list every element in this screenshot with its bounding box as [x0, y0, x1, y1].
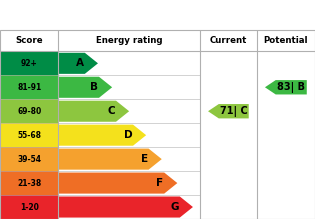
Bar: [0, 99, 58, 123]
Polygon shape: [58, 196, 193, 217]
Text: 55-68: 55-68: [17, 131, 41, 140]
Bar: [0, 51, 58, 75]
Text: 21-38: 21-38: [17, 178, 41, 188]
Polygon shape: [58, 77, 112, 98]
Text: G: G: [170, 202, 179, 212]
Text: 1-20: 1-20: [20, 203, 38, 212]
Text: Energy Efficiency Rating: Energy Efficiency Rating: [8, 8, 210, 23]
Bar: [0, 123, 58, 147]
Text: D: D: [123, 130, 132, 140]
Text: E: E: [140, 154, 148, 164]
Polygon shape: [58, 101, 129, 122]
Text: B: B: [90, 82, 98, 92]
Text: 92+: 92+: [21, 59, 37, 68]
Text: Current: Current: [210, 36, 247, 45]
Text: 83| B: 83| B: [277, 82, 305, 93]
Bar: [0, 171, 58, 195]
Text: C: C: [107, 106, 115, 116]
Bar: [0, 75, 58, 99]
Text: Potential: Potential: [264, 36, 308, 45]
Polygon shape: [58, 173, 177, 194]
Text: Energy rating: Energy rating: [96, 36, 163, 45]
Text: 39-54: 39-54: [17, 155, 41, 164]
Text: 69-80: 69-80: [17, 107, 41, 116]
Text: 71| C: 71| C: [220, 106, 248, 117]
Polygon shape: [265, 80, 307, 94]
Polygon shape: [58, 125, 146, 146]
Polygon shape: [58, 148, 162, 170]
Text: 81-91: 81-91: [17, 83, 41, 92]
Bar: [0, 195, 58, 219]
Text: F: F: [156, 178, 163, 188]
Bar: [0, 147, 58, 171]
Polygon shape: [208, 104, 249, 118]
Polygon shape: [58, 53, 98, 74]
Text: Score: Score: [15, 36, 43, 45]
Text: A: A: [76, 58, 84, 68]
